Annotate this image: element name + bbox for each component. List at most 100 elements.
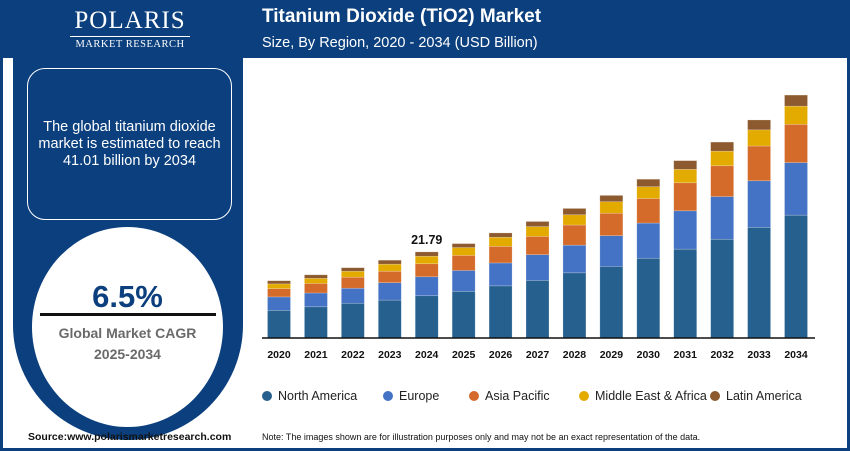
bar-segment-middle-east-africa-2020 <box>267 283 291 289</box>
bar-segment-latin-america-2025 <box>451 243 476 248</box>
bar-segment-asia-pacific-2020 <box>267 288 291 298</box>
bar-segment-north-america-2032 <box>710 238 734 339</box>
bar-segment-asia-pacific-2028 <box>562 224 587 246</box>
bar-segment-north-america-2023 <box>377 299 402 339</box>
bar-segment-latin-america-2021 <box>304 274 328 279</box>
legend: North America Europe Asia Pacific Middle Ea… <box>262 389 810 403</box>
x-tick-label: 2021 <box>304 349 328 361</box>
bar-segment-north-america-2029 <box>599 266 624 339</box>
bar-segment-middle-east-africa-2029 <box>599 201 624 214</box>
bar-segment-north-america-2030 <box>636 257 661 339</box>
bar-segment-europe-2020 <box>267 296 291 311</box>
bar-segment-north-america-2021 <box>304 306 328 339</box>
bar-segment-latin-america-2028 <box>562 208 587 216</box>
bar-segment-europe-2026 <box>488 262 513 287</box>
bar-segment-europe-2024 <box>414 276 439 297</box>
bar-segment-middle-east-africa-2034 <box>784 105 808 125</box>
x-tick-label: 2020 <box>267 349 291 361</box>
bar-segment-europe-2029 <box>599 235 624 267</box>
x-tick-label: 2030 <box>637 349 661 361</box>
bar-segment-europe-2032 <box>710 196 734 240</box>
legend-dot-icon <box>579 391 589 401</box>
x-tick-label: 2029 <box>600 349 624 361</box>
x-tick-label: 2022 <box>341 349 365 361</box>
source-text: Source:www.polarismarketresearch.com <box>28 431 232 443</box>
bar-segment-latin-america-2023 <box>377 259 402 265</box>
bar-segment-asia-pacific-2023 <box>377 270 402 283</box>
bar-segment-asia-pacific-2032 <box>710 165 734 197</box>
bar-segment-latin-america-2026 <box>488 232 513 238</box>
x-tick-label: 2034 <box>784 349 808 361</box>
bar-segment-asia-pacific-2030 <box>636 198 661 224</box>
bar-segment-north-america-2033 <box>747 227 771 339</box>
cagr-value: 6.5% <box>92 279 163 314</box>
polaris-logo: POLARIS MARKET RESEARCH <box>70 8 190 50</box>
bar-segment-asia-pacific-2031 <box>673 182 698 212</box>
bar-segment-latin-america-2031 <box>673 160 698 170</box>
cagr-circle: 6.5% Global Market CAGR 2025-2034 <box>32 227 223 427</box>
bar-segment-middle-east-africa-2033 <box>747 129 771 147</box>
bar-segment-europe-2030 <box>636 222 661 259</box>
x-tick-label: 2025 <box>452 349 476 361</box>
bar-segment-asia-pacific-2024 <box>414 263 439 278</box>
legend-item: Latin America <box>710 389 810 403</box>
x-tick-label: 2028 <box>563 349 587 361</box>
market-estimate-box: The global titanium dioxide market is es… <box>27 68 232 220</box>
bar-segment-north-america-2027 <box>525 280 550 339</box>
bar-segment-europe-2034 <box>784 162 808 216</box>
bar-segment-latin-america-2030 <box>636 178 661 188</box>
x-tick-label: 2023 <box>378 349 402 361</box>
legend-dot-icon <box>469 391 479 401</box>
logo-subtitle: MARKET RESEARCH <box>70 36 190 50</box>
bar-segment-north-america-2025 <box>451 291 476 339</box>
bar-segment-latin-america-2022 <box>341 267 365 272</box>
bar-segment-latin-america-2024 <box>414 251 439 257</box>
bar-segment-middle-east-africa-2026 <box>488 236 513 247</box>
bar-segment-europe-2021 <box>304 292 328 308</box>
bar-segment-latin-america-2027 <box>525 221 550 227</box>
chart-subtitle: Size, By Region, 2020 - 2034 (USD Billio… <box>262 35 538 51</box>
x-tick-label: 2033 <box>747 349 771 361</box>
bar-segment-latin-america-2020 <box>267 280 291 285</box>
bar-segment-north-america-2022 <box>341 302 365 339</box>
legend-label: Latin America <box>726 389 802 403</box>
bar-segment-north-america-2024 <box>414 295 439 339</box>
legend-label: Middle East & Africa <box>595 389 707 403</box>
bar-segment-middle-east-africa-2027 <box>525 226 550 237</box>
bar-segment-north-america-2020 <box>267 310 291 339</box>
bar-segment-asia-pacific-2025 <box>451 255 476 271</box>
bar-segment-asia-pacific-2026 <box>488 246 513 264</box>
legend-item: Middle East & Africa <box>579 389 710 403</box>
legend-label: Asia Pacific <box>485 389 550 403</box>
bar-segment-europe-2028 <box>562 244 587 274</box>
bar-segment-asia-pacific-2027 <box>525 236 550 255</box>
bar-segment-europe-2031 <box>673 210 698 250</box>
legend-item: Europe <box>383 389 469 403</box>
bar-segment-middle-east-africa-2025 <box>451 247 476 256</box>
bar-segment-middle-east-africa-2022 <box>341 270 365 278</box>
bar-segment-middle-east-africa-2021 <box>304 278 328 284</box>
bar-segment-europe-2025 <box>451 270 476 292</box>
bar-segment-latin-america-2032 <box>710 141 734 152</box>
bar-segment-asia-pacific-2022 <box>341 276 365 289</box>
bar-segment-middle-east-africa-2024 <box>414 255 439 265</box>
bar-segment-north-america-2034 <box>784 214 808 339</box>
bar-segment-middle-east-africa-2031 <box>673 169 698 184</box>
bar-segment-europe-2033 <box>747 180 771 228</box>
data-label-2024: 21.79 <box>411 233 442 247</box>
cagr-divider <box>40 313 216 316</box>
bar-segment-latin-america-2029 <box>599 195 624 203</box>
market-estimate-text: The global titanium dioxide market is es… <box>38 118 221 169</box>
x-tick-label: 2024 <box>415 349 439 361</box>
cagr-label-block: Global Market CAGR 2025-2034 <box>32 323 223 365</box>
bar-segment-middle-east-africa-2023 <box>377 263 402 272</box>
bar-segment-asia-pacific-2029 <box>599 212 624 236</box>
bar-segment-europe-2023 <box>377 282 402 301</box>
disclaimer-note: Note: The images shown are for illustrat… <box>262 432 701 442</box>
bar-segment-middle-east-africa-2030 <box>636 186 661 199</box>
legend-label: North America <box>278 389 358 403</box>
legend-label: Europe <box>399 389 440 403</box>
legend-item: North America <box>262 389 383 403</box>
bar-segment-middle-east-africa-2032 <box>710 150 734 167</box>
